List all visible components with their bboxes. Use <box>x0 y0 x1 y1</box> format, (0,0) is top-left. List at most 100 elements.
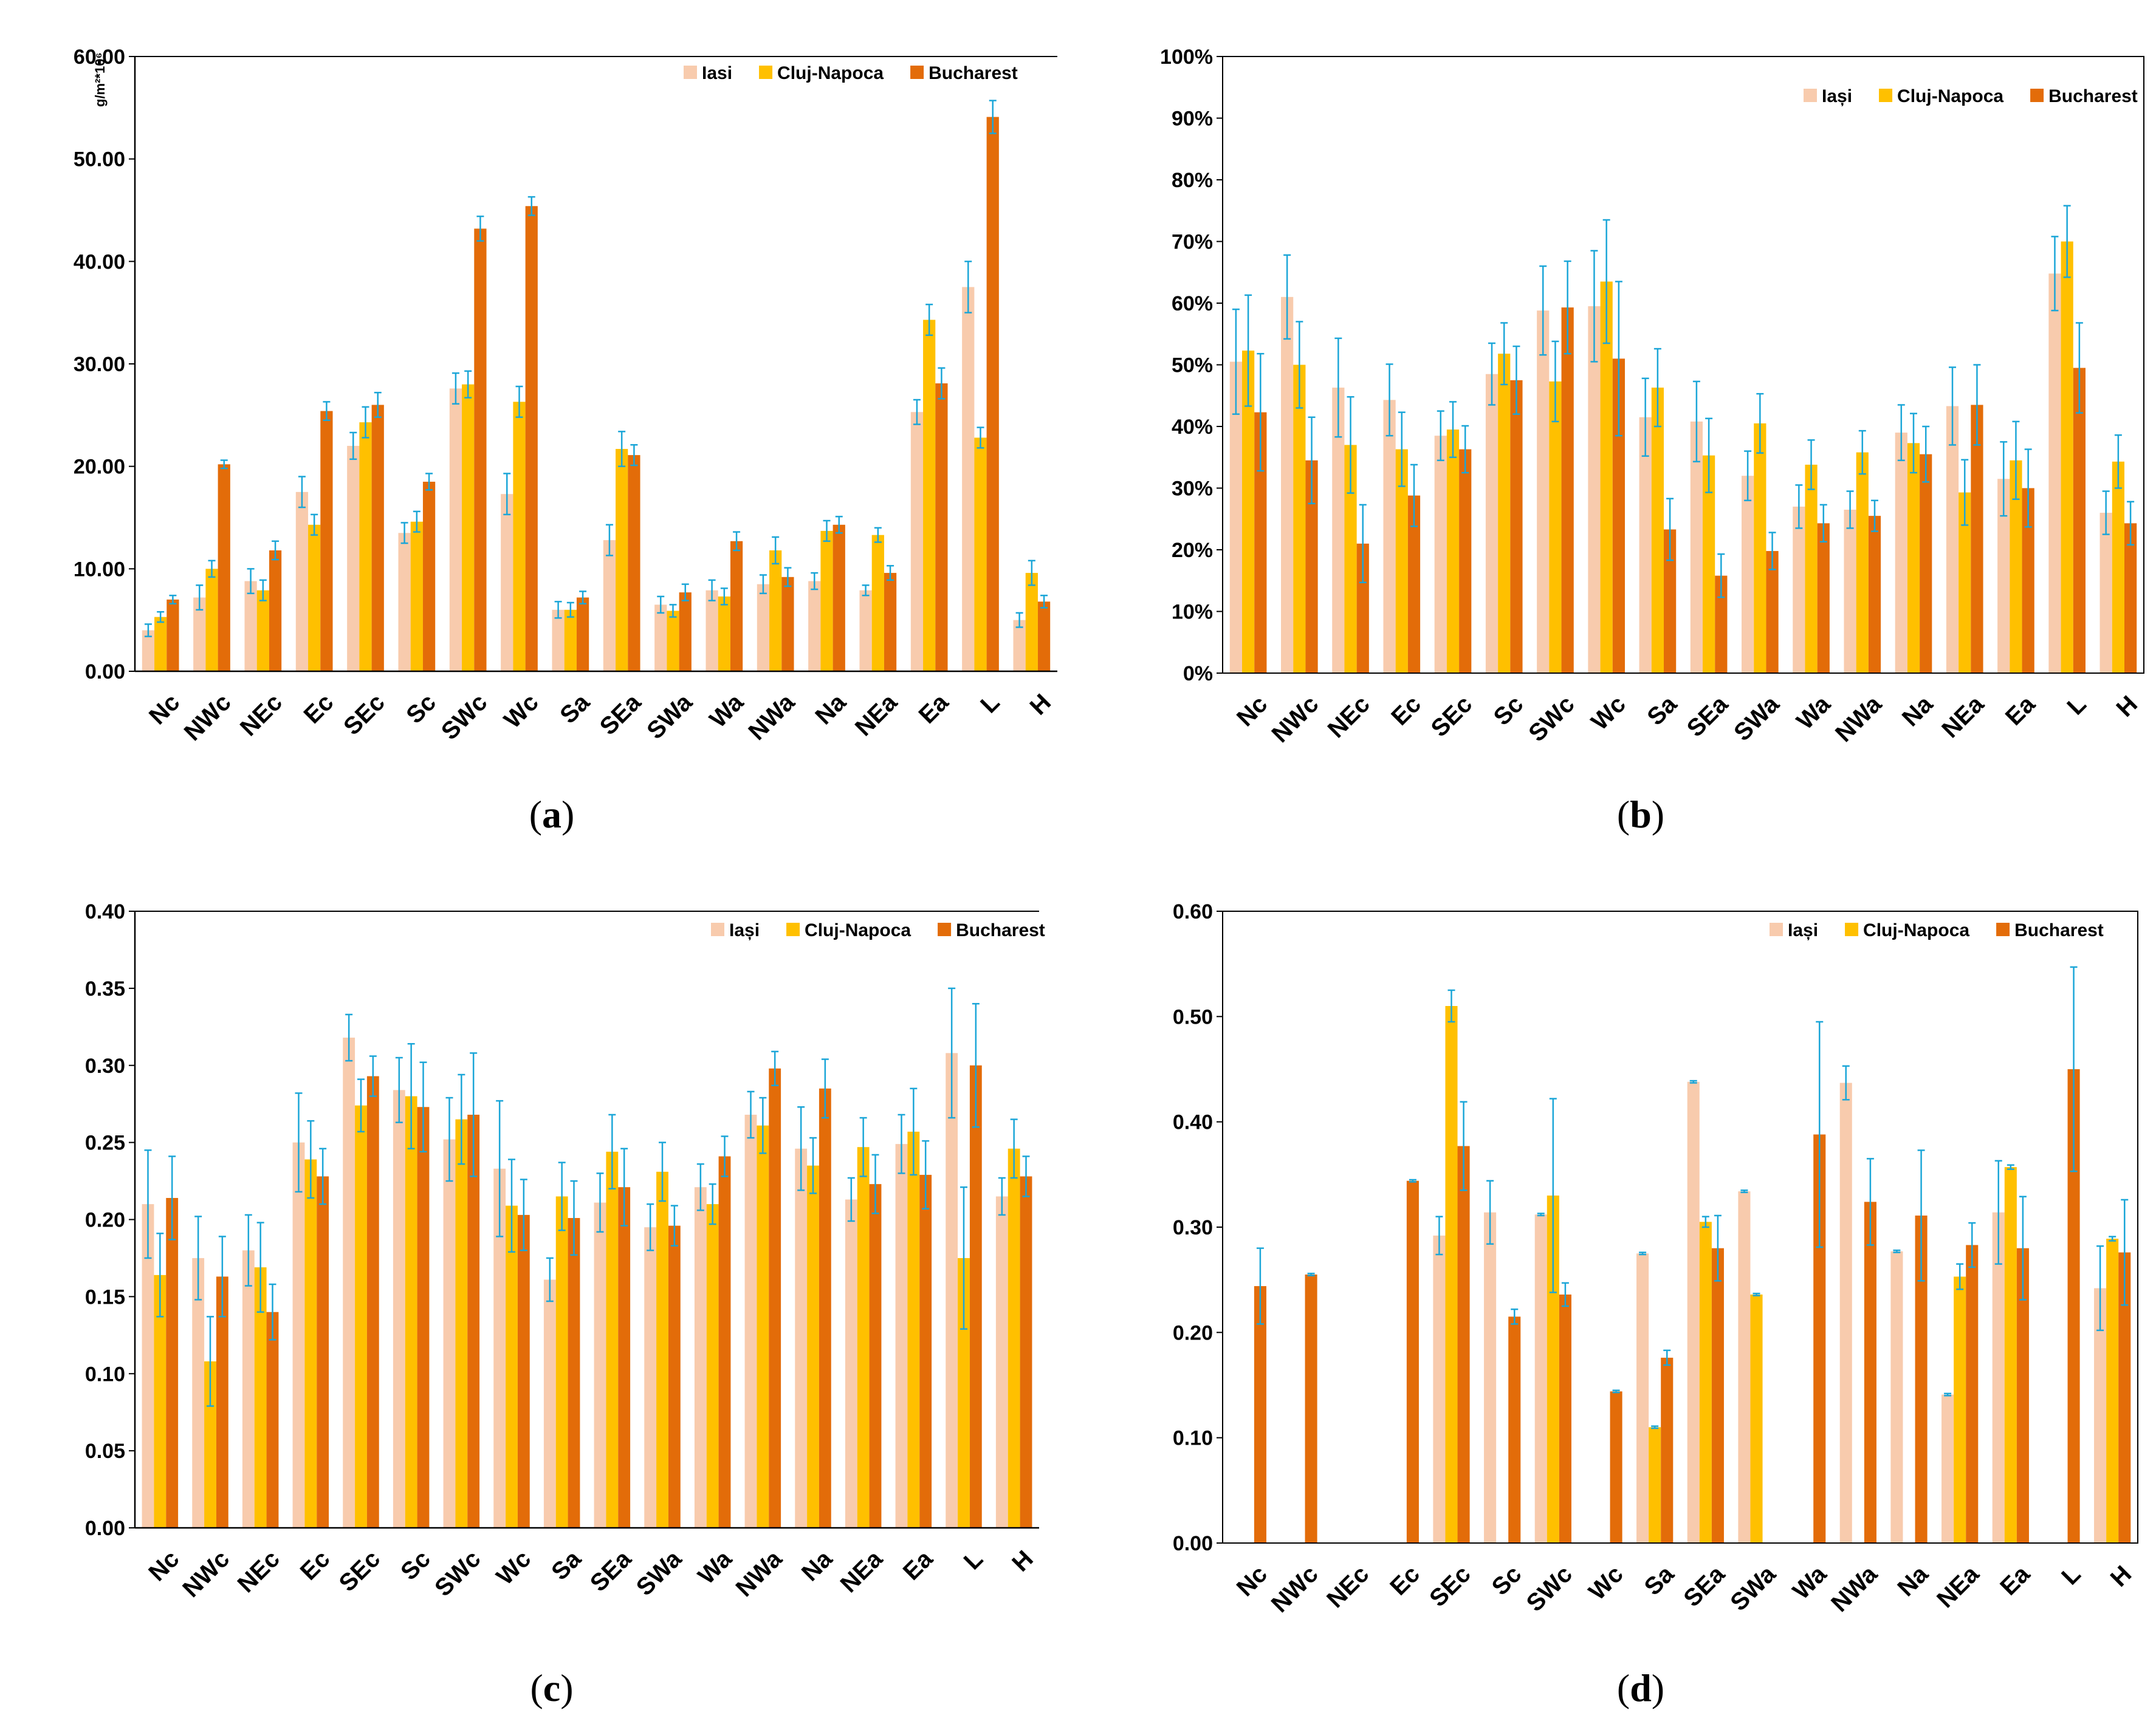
bar-cluj-napoca-l <box>2061 241 2073 673</box>
error-bar <box>357 1078 365 1133</box>
bar-bucharest-sea <box>618 1187 631 1528</box>
x-tick-label-wa: Wa <box>1791 691 1836 735</box>
bar-bucharest-nwc <box>1305 1275 1317 1543</box>
x-tick-label-sc: Sc <box>1489 691 1529 731</box>
x-tick-label-nc: Nc <box>1232 1561 1272 1601</box>
legend-label: Cluj-Napoca <box>777 63 884 83</box>
bar-bucharest-swa <box>679 592 692 671</box>
error-bar <box>220 459 228 470</box>
error-bar <box>1768 532 1776 570</box>
legend-swatch <box>1996 923 2010 936</box>
error-bar <box>1807 439 1815 490</box>
bar-iasi-sa <box>543 1279 556 1528</box>
error-bar <box>1549 1098 1557 1293</box>
bar-iasi-ec <box>295 491 309 671</box>
panel-label-letter: c <box>543 1666 560 1709</box>
error-bar <box>887 565 894 581</box>
error-bar <box>1561 1282 1569 1307</box>
bar-iasi-h <box>2099 513 2112 673</box>
bar-bucharest-swc <box>1559 1294 1571 1543</box>
error-bar <box>527 196 535 216</box>
legend-swatch <box>1845 923 1859 936</box>
bar-group <box>142 1038 1032 1528</box>
panel-label-d: (d) <box>1617 1666 1664 1709</box>
error-bar <box>2051 236 2059 312</box>
x-tick-label-nwc: NWc <box>1267 691 1324 748</box>
error-bar <box>1846 490 1854 529</box>
error-bar <box>972 1003 980 1128</box>
error-bar <box>496 1100 504 1237</box>
panel-label-close: ) <box>560 1666 573 1709</box>
bar-iasi-nwa <box>757 584 770 671</box>
bar-bucharest-wc <box>1610 1391 1622 1543</box>
x-tick-label-ea: Ea <box>898 1545 938 1586</box>
bar-cluj-napoca-wc <box>513 402 526 671</box>
bar-cluj-napoca-na <box>807 1165 819 1528</box>
legend-label: Iași <box>1788 920 1818 940</box>
bar-iasi-sa <box>552 609 565 671</box>
bar-bucharest-ea <box>2022 488 2034 673</box>
error-bar <box>1500 322 1508 386</box>
error-bar <box>413 510 421 533</box>
error-bar <box>1232 308 1240 415</box>
bar-iasi-wa <box>706 590 718 671</box>
error-bar <box>1347 396 1354 494</box>
bar-cluj-napoca-l <box>958 1258 970 1528</box>
error-bar <box>1511 1308 1519 1325</box>
bar-iasi-nc <box>142 1204 154 1528</box>
bar-bucharest-nwc <box>216 1276 228 1528</box>
error-bar <box>1437 410 1444 462</box>
error-bar <box>1040 594 1048 609</box>
bar-bucharest-l <box>2073 368 2086 673</box>
error-bar <box>2109 1236 2117 1242</box>
error-bar <box>784 567 792 587</box>
legend-item: Bucharest <box>2030 86 2138 106</box>
y-tick-label: 0.50 <box>1173 1005 1213 1028</box>
legend-label: Bucharest <box>2014 920 2104 940</box>
legend-label: Bucharest <box>2048 86 2138 106</box>
error-bar <box>247 568 255 595</box>
y-tick-label: 40% <box>1172 416 1213 439</box>
legend-item: Iasi <box>684 63 732 83</box>
bar-iasi-nc <box>1229 361 1243 673</box>
error-bar <box>618 431 626 467</box>
x-tick-label-na: Na <box>1892 1561 1934 1602</box>
legend-item: Cluj-Napoca <box>1879 86 2003 106</box>
y-tick-label: 0.25 <box>85 1132 125 1155</box>
error-bar <box>1028 560 1035 586</box>
x-tick-label-wc: Wc <box>1586 691 1631 736</box>
bar-iasi-nwa <box>744 1114 757 1528</box>
error-bar-group <box>144 987 1030 1407</box>
bar-iasi-h <box>995 1196 1008 1528</box>
error-bar <box>144 623 152 637</box>
bar-cluj-napoca-sc <box>405 1096 417 1528</box>
legend-item: Iași <box>1770 920 1818 940</box>
y-tick-label: 20.00 <box>74 456 125 479</box>
error-bar <box>1663 1349 1671 1366</box>
x-tick-label-ec: Ec <box>1386 691 1426 731</box>
error-bar <box>998 1177 1006 1216</box>
bar-bucharest-sc <box>1508 1316 1521 1543</box>
y-tick-label: 0.30 <box>85 1055 125 1078</box>
legend-label: Iași <box>729 920 760 940</box>
bar-iasi-nwa <box>1839 1083 1852 1543</box>
x-tick-label-na: Na <box>810 689 851 730</box>
bar-cluj-napoca-h <box>1008 1148 1020 1528</box>
bar-bucharest-nwc <box>1305 460 1318 673</box>
bar-iasi-swc <box>1534 1214 1547 1543</box>
panel-label-letter: b <box>1630 793 1652 836</box>
error-bar <box>1435 1216 1443 1256</box>
bar-bucharest-nea <box>1971 405 1983 673</box>
error-bar <box>659 1141 666 1202</box>
error-bar <box>2007 1164 2014 1170</box>
y-tick-group: 0.00 0.10 0.20 0.30 0.40 0.50 0.60 <box>1173 900 1223 1555</box>
legend-item: Cluj-Napoca <box>786 920 911 940</box>
error-bar <box>630 443 638 467</box>
bar-group <box>1229 241 2137 674</box>
bar-iasi-swc <box>1537 310 1550 673</box>
legend-label: Cluj-Napoca <box>805 920 911 940</box>
error-bar <box>1537 1213 1545 1217</box>
error-bar <box>1795 484 1803 529</box>
y-tick-label: 30% <box>1172 477 1213 501</box>
x-tick-label-l: L <box>959 1545 988 1575</box>
